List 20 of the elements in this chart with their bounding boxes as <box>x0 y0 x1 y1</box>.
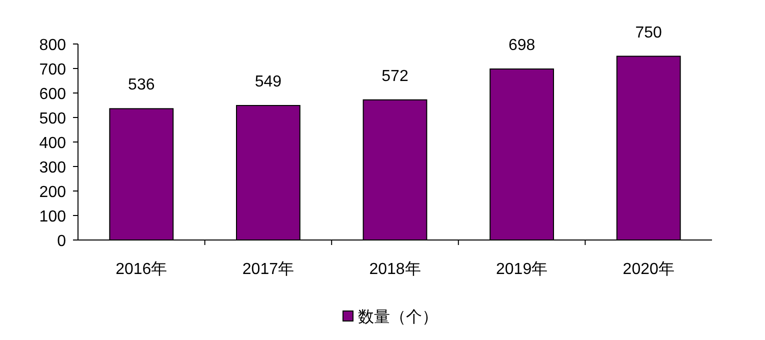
data-label: 750 <box>635 24 662 42</box>
data-label: 549 <box>254 73 282 90</box>
data-label: 572 <box>382 68 408 85</box>
y-tick-label: 600 <box>39 86 66 103</box>
x-tick-label: 2016年 <box>116 261 168 278</box>
y-tick-label: 700 <box>39 62 66 78</box>
data-label: 536 <box>128 76 155 94</box>
y-tick-label: 0 <box>57 233 66 250</box>
data-label: 698 <box>508 36 536 54</box>
y-tick-label: 800 <box>39 37 66 54</box>
y-tick-label: 200 <box>39 184 66 201</box>
x-tick-label: 2020年 <box>622 261 674 278</box>
x-tick-label: 2017年 <box>242 261 294 278</box>
x-tick-label: 2018年 <box>369 261 421 278</box>
y-tick-label: 400 <box>39 135 66 152</box>
x-tick-label: 2019年 <box>496 261 548 278</box>
y-tick-label: 500 <box>39 110 66 128</box>
y-tick-label: 300 <box>39 160 66 176</box>
legend-label: 数量（个） <box>358 308 438 326</box>
y-tick-label: 100 <box>39 208 66 226</box>
